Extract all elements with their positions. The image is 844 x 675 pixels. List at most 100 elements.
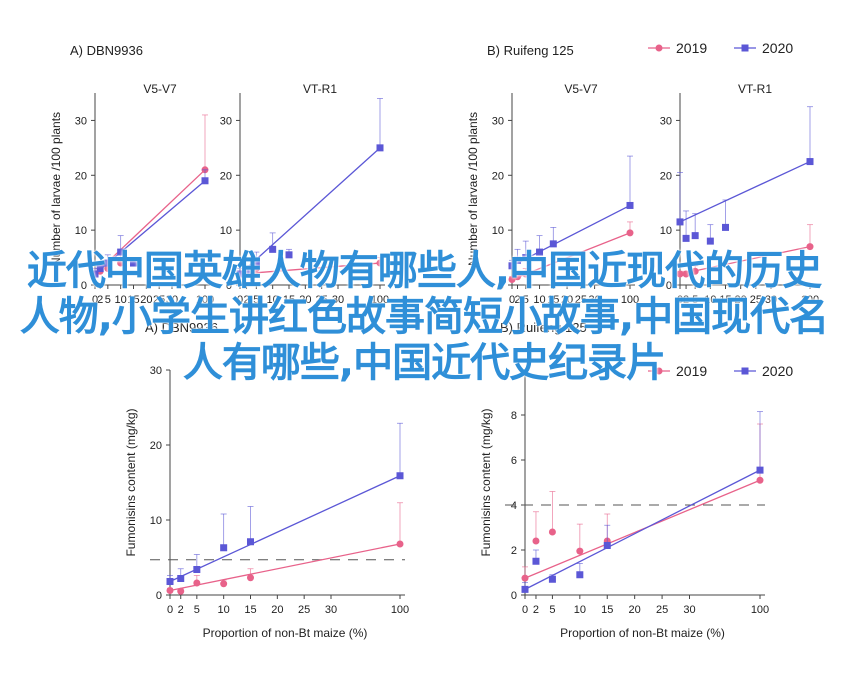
x-tick-label: 20 [271,604,283,616]
x-tick-label: 20 [735,294,747,306]
y-tick-label: 10 [75,225,87,237]
x-tick-label: 5 [105,294,111,306]
point-2020 [247,538,254,546]
point-2019 [756,476,764,484]
y-tick-label: 0 [666,280,672,292]
series-line-2020 [524,469,761,590]
point-2020 [722,223,729,231]
y-tick-label: 20 [220,170,232,182]
point-2020 [691,232,699,240]
point-2020 [706,237,714,245]
y-axis-label: Fumonisins content (mg/kg) [479,408,493,556]
x-tick-label: 2 [683,294,689,306]
point-2019 [521,574,529,582]
series-line-2019 [679,245,811,275]
x-tick-label: 15 [283,294,295,306]
point-2020 [117,248,125,256]
x-tick-label: 25 [298,604,310,616]
x-tick-label: 10 [704,294,716,306]
x-tick-label: 2 [514,294,520,306]
x-tick-label: 15 [127,294,139,306]
y-tick-label: 10 [150,515,162,527]
legend-marker [741,44,749,52]
series-line-2020 [169,475,401,583]
x-tick-label: 5 [523,294,529,306]
x-tick-label: 0 [677,294,683,306]
x-tick-label: 10 [115,294,127,306]
y-tick-label: 30 [660,115,672,127]
y-tick-label: 4 [511,500,517,512]
panel-title: A) DBN9936 [70,43,143,58]
y-tick-label: 10 [660,225,672,237]
point-2020 [177,575,185,582]
x-tick-label: 15 [547,294,559,306]
x-tick-label: 100 [196,294,214,306]
point-2020 [522,254,530,262]
point-2020 [756,466,764,474]
x-tick-label: 30 [765,294,777,306]
series-line-2020 [679,160,811,223]
legend-label: 2019 [676,363,707,379]
y-axis-label: Number of larvae /100 plants [49,112,63,266]
x-tick-label: 2 [243,294,249,306]
x-tick-label: 5 [253,294,259,306]
point-2019 [220,580,228,588]
point-2019 [576,547,584,555]
point-2020 [376,144,384,152]
point-2019 [682,270,690,278]
x-tick-label: 5 [549,604,555,616]
y-tick-label: 20 [492,170,504,182]
y-tick-label: 10 [220,225,232,237]
x-tick-label: 100 [621,294,639,306]
series-line-2019 [511,232,631,281]
x-tick-label: 5 [194,604,200,616]
point-2019 [548,528,556,536]
y-tick-label: 6 [511,455,517,467]
y-tick-label: 20 [660,170,672,182]
x-tick-label: 10 [218,604,230,616]
x-tick-label: 20 [299,294,311,306]
x-tick-label: 25 [656,604,668,616]
x-tick-label: 30 [325,604,337,616]
y-tick-label: 30 [220,115,232,127]
panel-title: A) DBN9936 [145,320,218,335]
x-tick-label: 20 [140,294,152,306]
point-2020 [576,571,584,579]
legend-marker [655,367,663,375]
point-2020 [220,544,228,552]
x-tick-label: 2 [533,604,539,616]
y-tick-label: 0 [156,590,162,602]
y-tick-label: 30 [75,115,87,127]
point-2020 [91,270,99,278]
panel-title: B) Ruifeng 125 [487,43,574,58]
point-2019 [396,540,404,548]
point-2020 [626,201,634,209]
y-tick-label: 20 [75,170,87,182]
x-tick-label: 25 [153,294,165,306]
x-tick-label: 10 [267,294,279,306]
point-2020 [603,542,611,549]
point-2020 [236,270,244,278]
x-tick-label: 10 [574,604,586,616]
series-line-2019 [239,262,381,275]
x-tick-label: 10 [533,294,545,306]
y-tick-label: 30 [150,365,162,377]
point-2019 [522,270,530,278]
y-tick-label: 0 [498,280,504,292]
x-tick-label: 30 [588,294,600,306]
legend-label: 2020 [762,363,793,379]
point-2020 [193,566,201,573]
y-tick-label: 8 [511,410,517,422]
x-tick-label: 25 [750,294,762,306]
legend-marker [655,44,663,52]
y-tick-label: 10 [492,225,504,237]
x-tick-label: 0 [522,604,528,616]
point-2019 [252,265,260,273]
subplot-title: VT-R1 [303,82,337,96]
point-2019 [177,587,185,595]
point-2020 [806,158,814,166]
x-tick-label: 5 [692,294,698,306]
point-2020 [104,259,112,267]
x-tick-label: 2 [178,604,184,616]
series-line-2019 [169,543,401,592]
